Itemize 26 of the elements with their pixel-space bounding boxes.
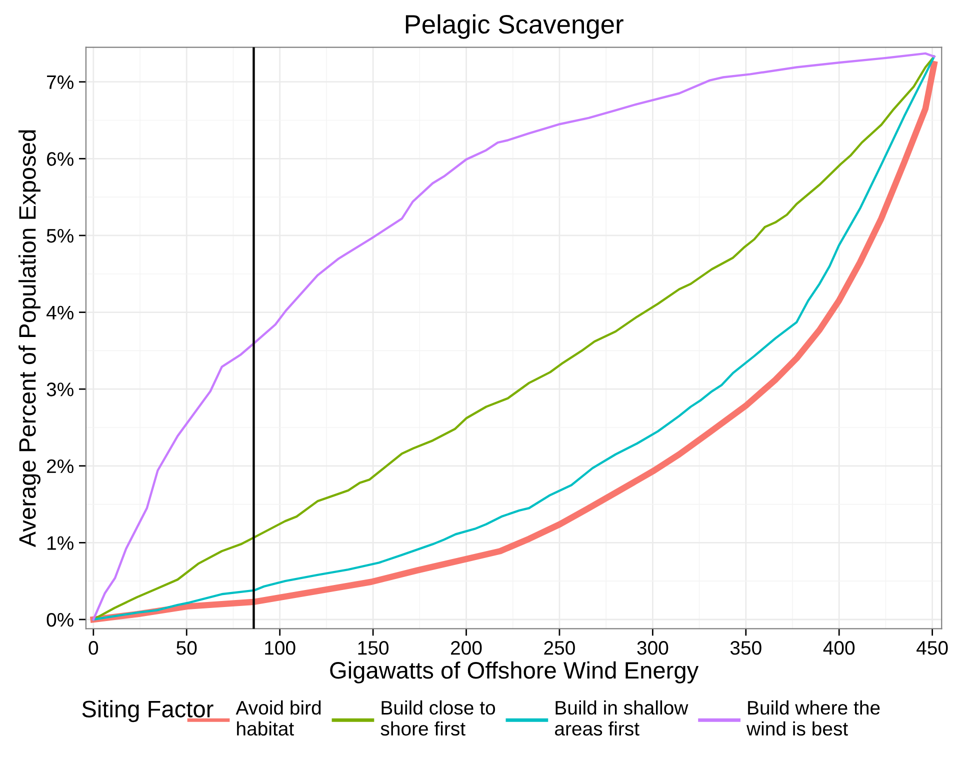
x-tick-label: 350	[730, 641, 762, 655]
x-tick-label: 0	[88, 641, 98, 655]
x-tick-label: 400	[823, 641, 855, 655]
y-tick-label: 7%	[47, 75, 74, 90]
legend-title: Siting Factor	[82, 700, 214, 722]
x-tick-label: 50	[176, 641, 197, 655]
y-tick-label: 3%	[46, 382, 74, 396]
legend-label: Build close to shore first	[380, 700, 496, 736]
legend-label: Build in shallow areas first	[554, 700, 688, 736]
x-tick-label: 250	[544, 641, 575, 655]
chart-title: Pelagic Scavenger	[406, 14, 624, 39]
y-tick-label: 5%	[46, 229, 74, 243]
x-tick-label: 450	[916, 641, 948, 655]
x-tick-label: 300	[637, 641, 668, 655]
y-tick-label: 4%	[46, 306, 74, 320]
x-tick-label: 200	[451, 641, 482, 655]
legend-label: Avoid bird habitat	[236, 700, 321, 736]
y-tick-label: 2%	[47, 459, 74, 474]
y-tick-label: 0%	[46, 612, 74, 627]
x-axis-title: Gigawatts of Offshore Wind Energy	[330, 661, 699, 684]
x-tick-label: 100	[265, 641, 296, 655]
x-tick-label: 150	[358, 641, 389, 655]
legend-label: Build where the wind is best	[746, 700, 880, 736]
y-tick-label: 1%	[48, 536, 74, 550]
y-axis-title: Average Percent of Population Exposed	[18, 130, 40, 548]
y-tick-label: 6%	[47, 152, 74, 166]
